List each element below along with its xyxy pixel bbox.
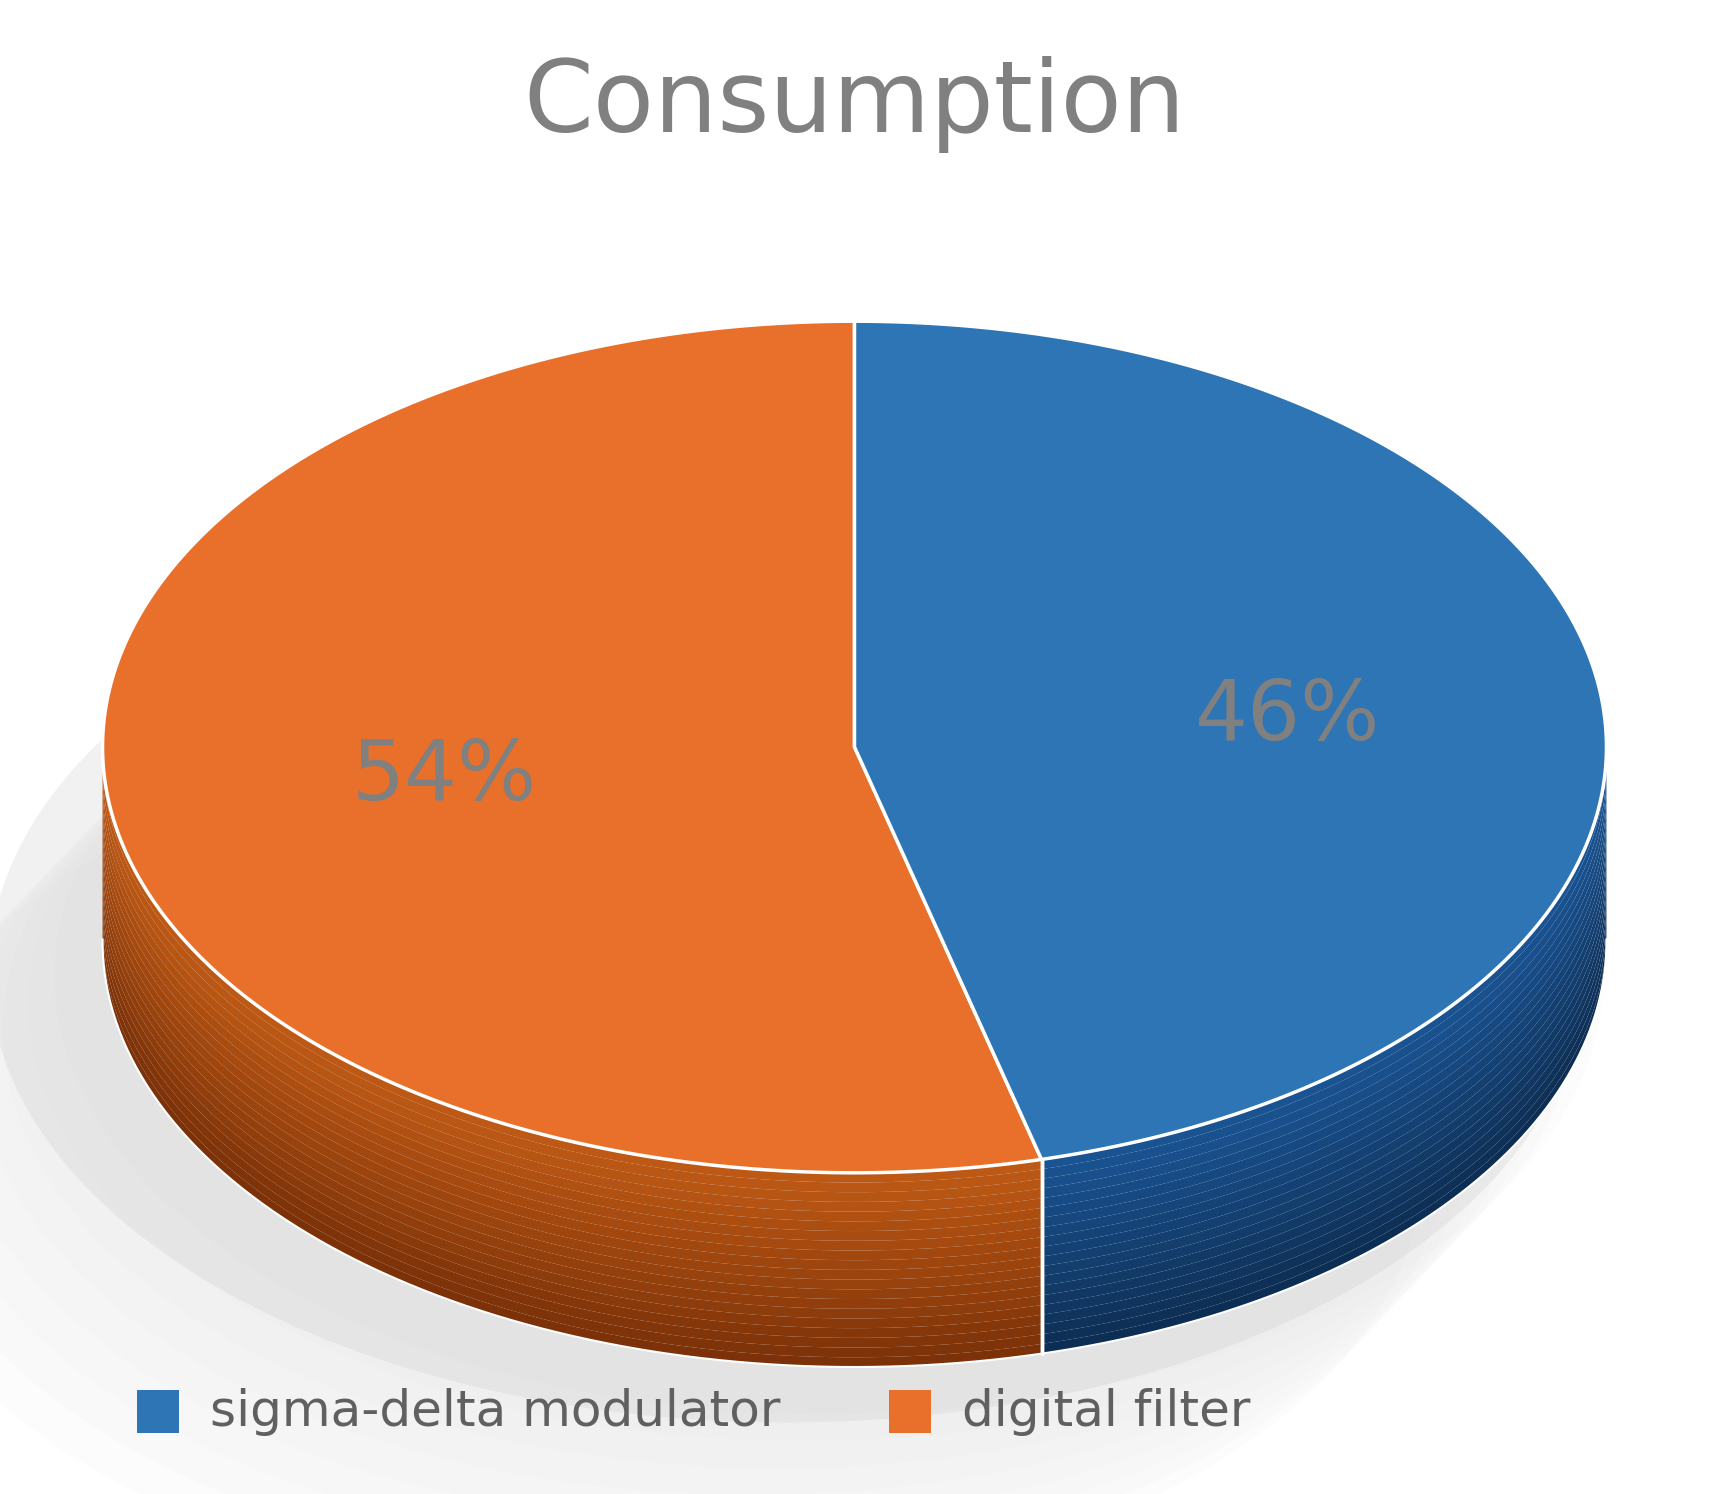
Polygon shape	[103, 852, 1041, 1289]
Polygon shape	[103, 910, 1041, 1348]
Polygon shape	[1041, 784, 1606, 1209]
Polygon shape	[103, 765, 1041, 1201]
Polygon shape	[103, 804, 1041, 1240]
Polygon shape	[1041, 890, 1606, 1315]
Polygon shape	[1041, 832, 1606, 1256]
Polygon shape	[103, 929, 1041, 1367]
Polygon shape	[103, 793, 1041, 1231]
Polygon shape	[1041, 813, 1606, 1237]
Polygon shape	[1041, 843, 1606, 1267]
Polygon shape	[103, 890, 1041, 1328]
Polygon shape	[1041, 910, 1606, 1334]
Polygon shape	[1041, 881, 1606, 1306]
Polygon shape	[1041, 901, 1606, 1325]
Polygon shape	[103, 321, 1041, 1173]
Polygon shape	[1041, 804, 1606, 1228]
Polygon shape	[103, 746, 1041, 1182]
Polygon shape	[1041, 746, 1606, 1170]
Polygon shape	[854, 321, 1606, 1159]
Polygon shape	[1041, 862, 1606, 1286]
Polygon shape	[1041, 852, 1606, 1276]
Text: 54%: 54%	[352, 737, 537, 817]
Text: Consumption: Consumption	[523, 57, 1186, 152]
Polygon shape	[1041, 929, 1606, 1354]
Polygon shape	[1041, 823, 1606, 1247]
Text: 46%: 46%	[1195, 675, 1379, 756]
Text: digital filter: digital filter	[962, 1388, 1251, 1436]
Polygon shape	[103, 784, 1041, 1221]
Polygon shape	[103, 774, 1041, 1212]
Polygon shape	[1041, 754, 1606, 1179]
Polygon shape	[103, 920, 1041, 1357]
Polygon shape	[103, 832, 1041, 1270]
Polygon shape	[103, 901, 1041, 1337]
Polygon shape	[103, 843, 1041, 1279]
Polygon shape	[103, 823, 1041, 1259]
Polygon shape	[1041, 793, 1606, 1218]
Polygon shape	[103, 881, 1041, 1318]
Polygon shape	[103, 754, 1041, 1192]
Polygon shape	[103, 871, 1041, 1309]
Text: sigma-delta modulator: sigma-delta modulator	[210, 1388, 781, 1436]
Polygon shape	[103, 862, 1041, 1298]
Polygon shape	[1041, 871, 1606, 1295]
Polygon shape	[1041, 774, 1606, 1198]
Bar	[137, 1391, 179, 1433]
Polygon shape	[1041, 920, 1606, 1345]
Polygon shape	[1041, 765, 1606, 1189]
Polygon shape	[103, 813, 1041, 1250]
Ellipse shape	[0, 520, 1583, 1422]
Bar	[889, 1391, 931, 1433]
